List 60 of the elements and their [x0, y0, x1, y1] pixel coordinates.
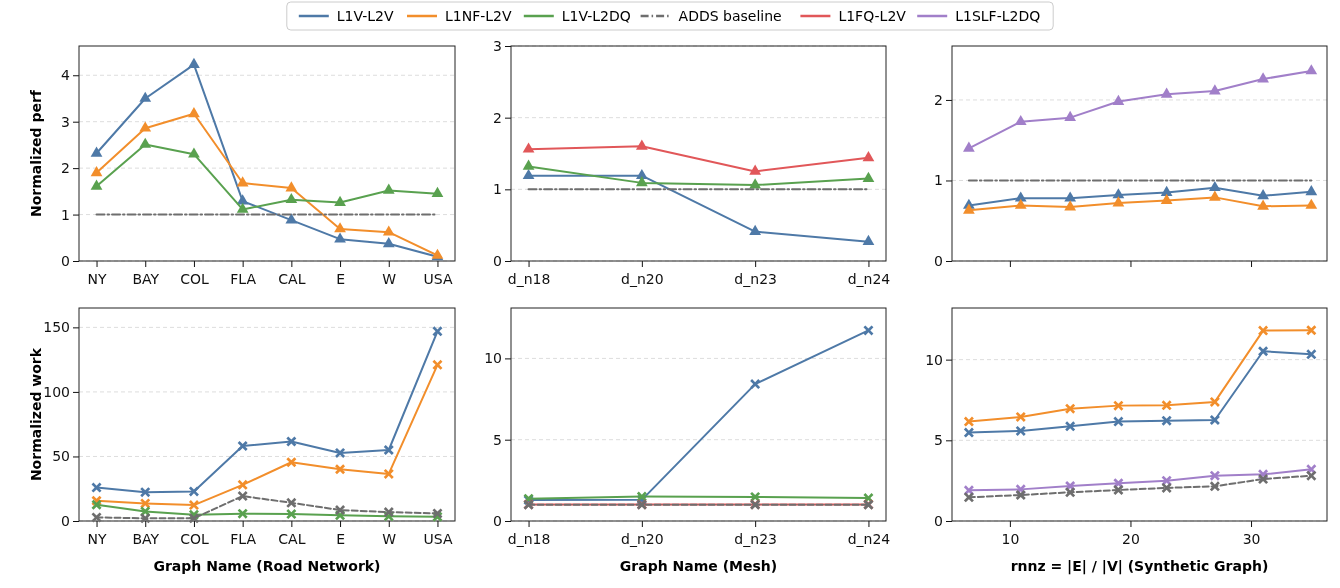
- x-tick-label: d_n18: [507, 531, 551, 547]
- x-tick-label: d_n18: [507, 271, 551, 287]
- x-tick-label: FLA: [230, 531, 257, 547]
- y-tick-label: 0: [61, 252, 70, 269]
- x-tick-label: BAY: [132, 271, 160, 287]
- x-tick-label: USA: [423, 271, 453, 287]
- y-tick-label: 0: [493, 252, 502, 269]
- x-axis-title: Graph Name (Road Network): [153, 558, 381, 574]
- y-tick-label: 2: [493, 109, 502, 126]
- x-tick-label: E: [336, 271, 345, 287]
- x-tick-label: COL: [180, 531, 209, 547]
- y-axis-title: Normalized perf: [28, 89, 44, 217]
- legend-label: ADDS baseline: [678, 8, 782, 24]
- x-tick-label: d_n20: [621, 271, 664, 287]
- x-tick-label: d_n20: [621, 531, 664, 547]
- x-tick-label: CAL: [278, 531, 306, 547]
- y-tick-label: 10: [484, 350, 502, 367]
- y-axis-title: Normalized work: [28, 347, 44, 482]
- legend-label: L1V-L2V: [336, 8, 395, 24]
- x-tick-label: d_n24: [847, 531, 891, 547]
- y-tick-label: 1: [61, 206, 70, 223]
- x-tick-label: 30: [1242, 531, 1261, 547]
- x-tick-label: FLA: [230, 271, 257, 287]
- y-tick-label: 100: [43, 383, 70, 400]
- y-tick-label: 3: [61, 113, 70, 130]
- y-tick-label: 1: [934, 172, 943, 189]
- y-tick-label: 50: [52, 448, 70, 465]
- x-tick-label: d_n24: [847, 271, 891, 287]
- legend-label: L1FQ-L2V: [838, 8, 907, 24]
- x-tick-label: 10: [1001, 531, 1020, 547]
- y-tick-label: 0: [934, 252, 943, 269]
- y-tick-label: 5: [493, 431, 502, 448]
- y-tick-label: 0: [61, 512, 70, 529]
- x-tick-label: W: [382, 531, 397, 547]
- x-tick-label: E: [336, 531, 345, 547]
- y-tick-label: 1: [493, 181, 502, 198]
- y-tick-label: 3: [493, 37, 502, 54]
- x-tick-label: NY: [87, 531, 107, 547]
- x-tick-label: d_n23: [734, 271, 777, 287]
- x-tick-label: USA: [423, 531, 453, 547]
- legend-label: L1V-L2DQ: [561, 8, 631, 24]
- x-tick-label: CAL: [278, 271, 306, 287]
- y-tick-label: 0: [493, 512, 502, 529]
- legend-label: L1SLF-L2DQ: [955, 8, 1041, 24]
- y-tick-label: 4: [61, 67, 71, 84]
- y-tick-label: 5: [934, 432, 943, 449]
- x-tick-label: NY: [87, 271, 107, 287]
- x-tick-label: W: [382, 271, 397, 287]
- x-axis-title: Graph Name (Mesh): [619, 558, 778, 574]
- legend-label: L1NF-L2V: [445, 8, 512, 24]
- y-tick-label: 0: [934, 512, 943, 529]
- x-tick-label: COL: [180, 271, 209, 287]
- y-tick-label: 10: [925, 351, 943, 368]
- y-tick-label: 2: [934, 91, 943, 108]
- x-tick-label: d_n23: [734, 531, 777, 547]
- x-axis-title: rnnz = |E| / |V| (Synthetic Graph): [1010, 558, 1269, 575]
- x-tick-label: BAY: [132, 531, 160, 547]
- y-tick-label: 150: [43, 319, 70, 336]
- y-tick-label: 2: [61, 160, 70, 177]
- x-tick-label: 20: [1122, 531, 1140, 547]
